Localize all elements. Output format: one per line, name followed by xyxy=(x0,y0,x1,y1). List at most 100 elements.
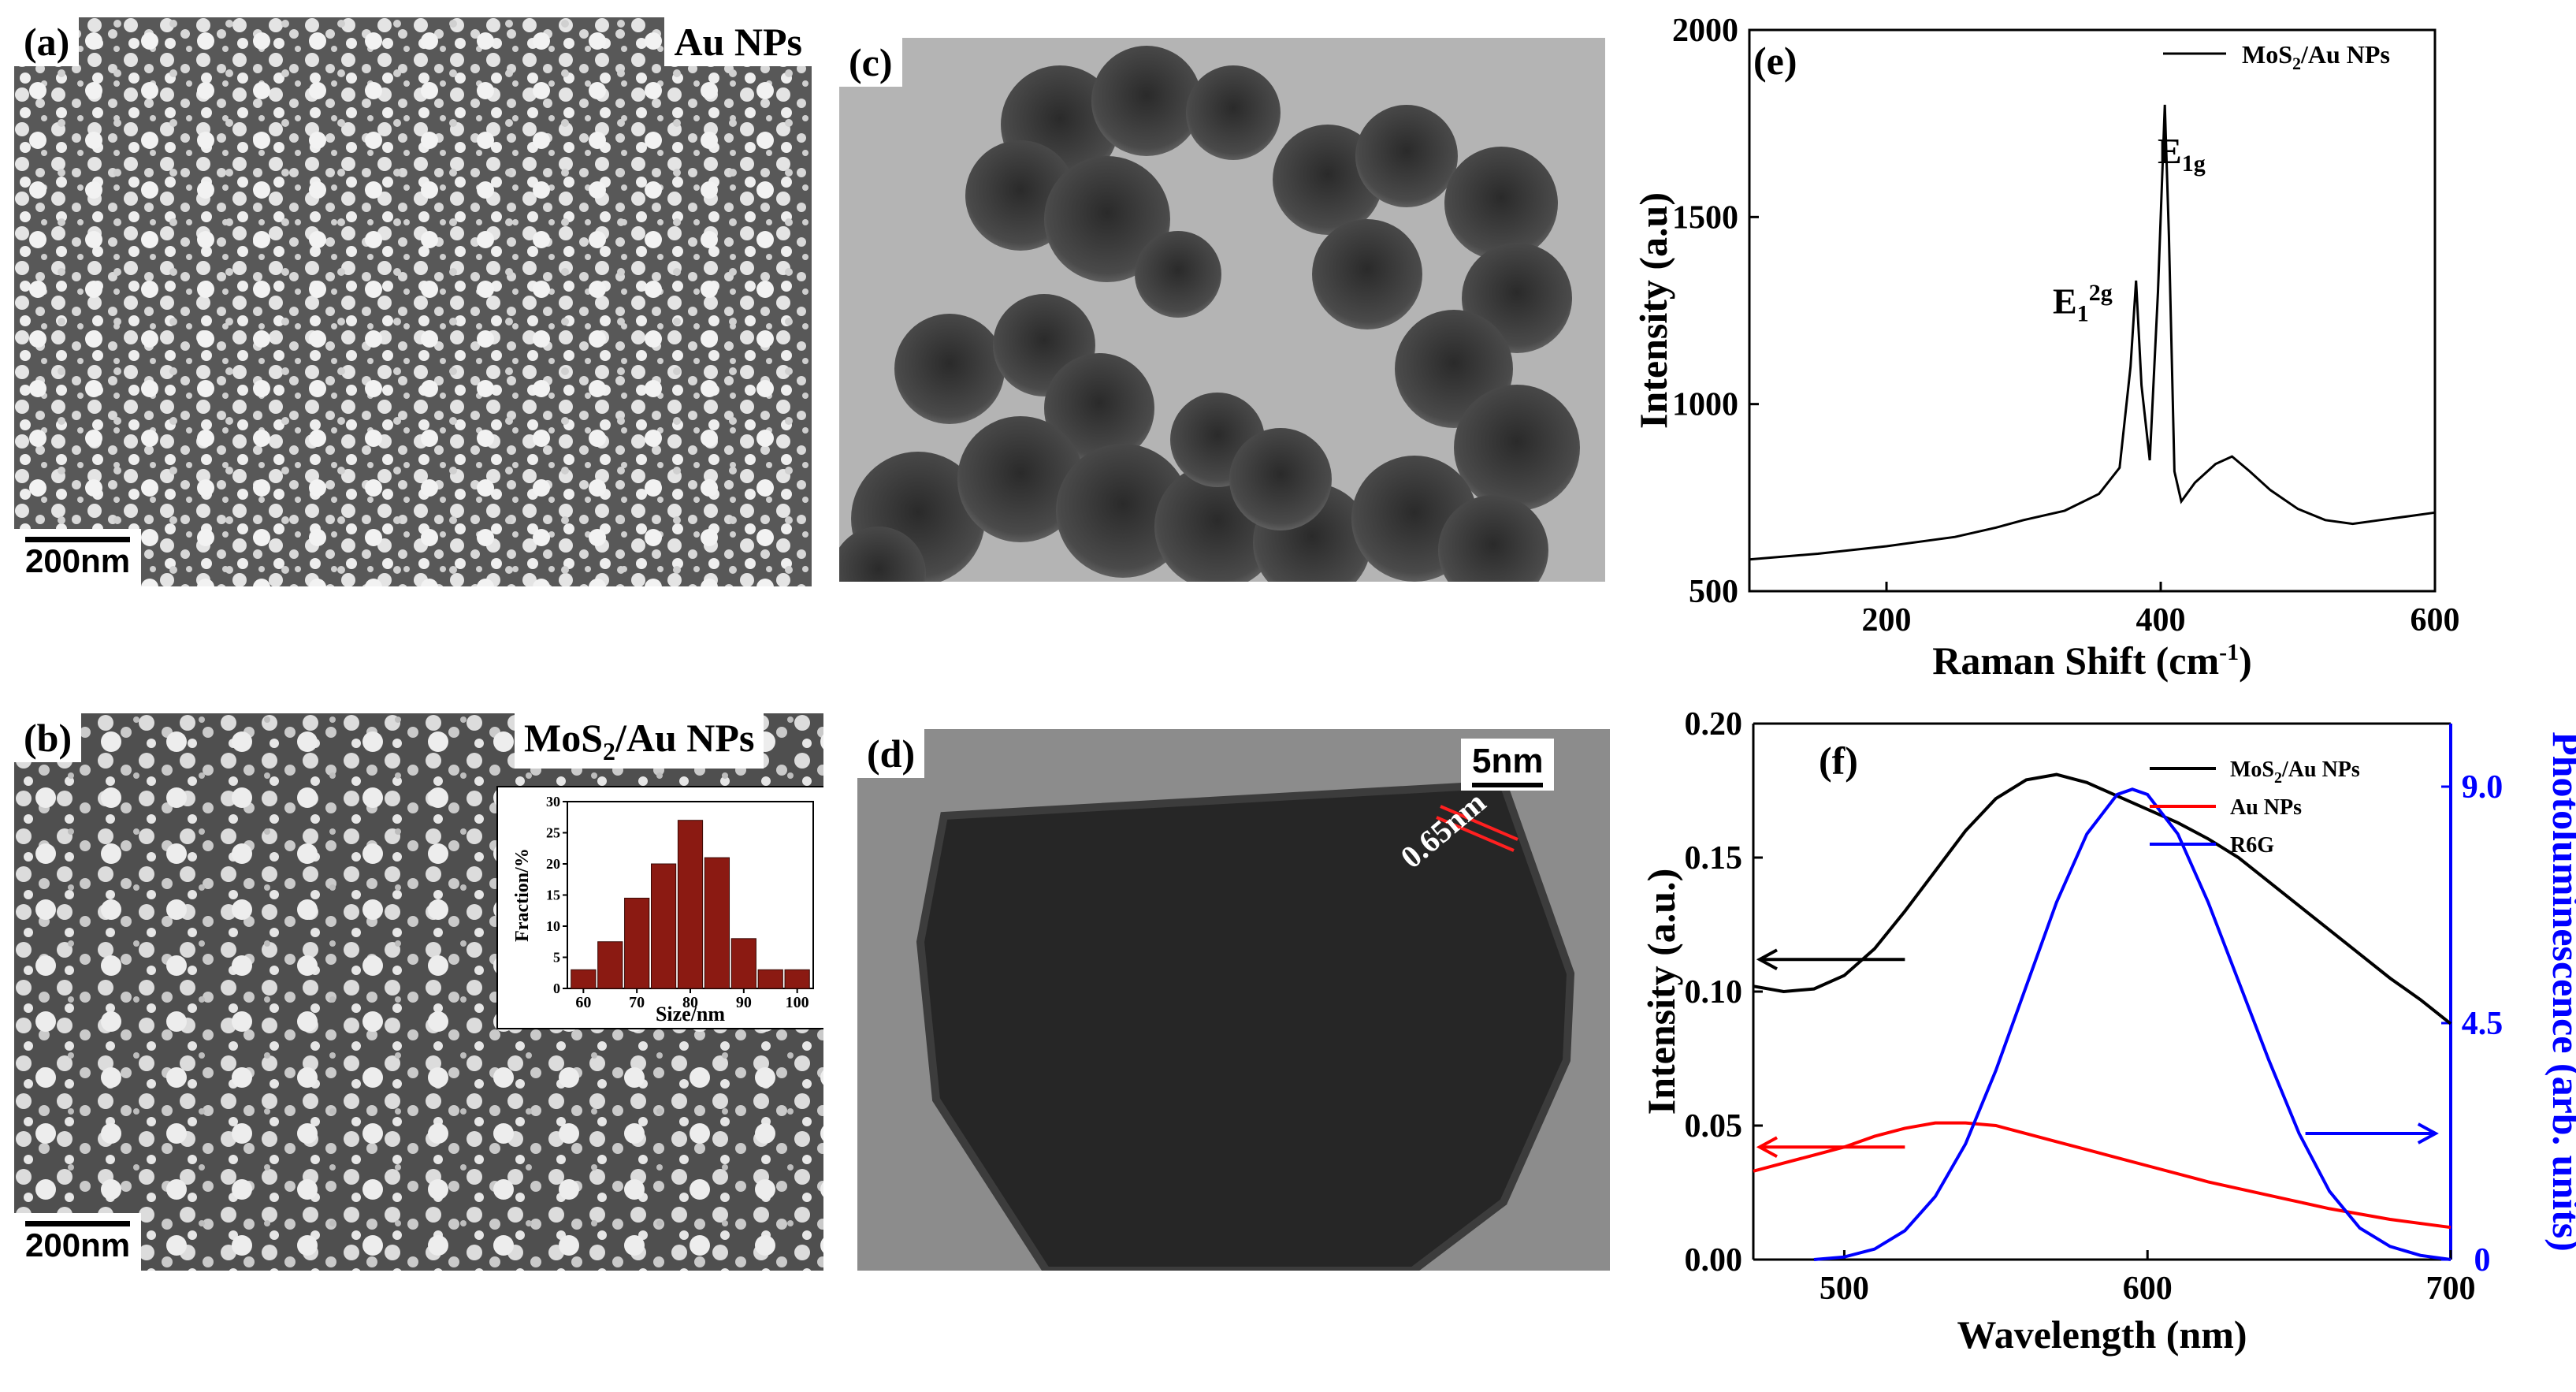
panel-c-label: (c) xyxy=(839,38,902,87)
y-tick-label: 30 xyxy=(546,794,560,810)
x-axis-label: Raman Shift (cm-1) xyxy=(1932,638,2252,683)
lattice-fringe-line xyxy=(1440,805,1518,841)
panel-d-scale-bar: 5nm xyxy=(1461,739,1555,791)
y-tick-label: 2000 xyxy=(1672,13,1738,49)
x-tick-label: 80 xyxy=(682,994,698,1011)
left-y-tick-label: 0.20 xyxy=(1685,706,1743,743)
hrtem-particle xyxy=(916,780,1575,1271)
panel-b-label: (b) xyxy=(14,713,82,762)
x-tick-label: 600 xyxy=(2123,1271,2173,1307)
scale-bar-line xyxy=(25,537,131,542)
panel-f-label: (f) xyxy=(1819,739,1858,783)
au-nps-particle-field xyxy=(14,17,812,586)
peak-label-e1g: E1g xyxy=(2158,130,2206,177)
legend-label: R6G xyxy=(2230,833,2274,858)
x-axis-label: Size/nm xyxy=(656,1003,725,1025)
left-y-tick-label: 0.15 xyxy=(1685,840,1743,877)
panel-e-raman-chart: 200 400 600 500 1000 1500 2000 Raman Shift (cm-… xyxy=(1608,0,2576,686)
x-tick-label: 400 xyxy=(2136,602,2186,638)
scale-bar-line xyxy=(1472,783,1544,787)
y-tick-label: 15 xyxy=(546,888,560,903)
y-tick-label: 10 xyxy=(546,918,560,934)
right-y-axis-label: Photoluminescence (arb. units) xyxy=(2544,731,2576,1252)
panel-b-sem-image: (b) MoS2/Au NPs 60 70 80 90 100 0 5 10 15 20 25 30 S… xyxy=(14,713,823,1271)
axis-arrow-head xyxy=(2417,1122,2439,1144)
legend-label: MoS2/Au NPs xyxy=(2230,757,2360,787)
axis-arrow-head xyxy=(1756,1136,1778,1158)
scale-bar-line xyxy=(25,1221,131,1226)
raman-plot: 200 400 600 500 1000 1500 2000 Raman Shift (cm-… xyxy=(1631,13,2460,683)
x-tick-label: 90 xyxy=(736,994,752,1011)
y-axis-label: Fraction/% xyxy=(512,848,533,942)
right-y-tick-label: 4.5 xyxy=(2462,1006,2504,1042)
peak-sub: 1 xyxy=(2076,300,2089,327)
histogram-bar xyxy=(650,863,677,989)
histogram-bar xyxy=(571,969,597,989)
peak-label-e12g: E12g xyxy=(2053,280,2113,328)
histogram-bar xyxy=(757,969,783,989)
y-tick-label: 25 xyxy=(546,825,560,841)
panel-e-label: (e) xyxy=(1753,39,1797,83)
y-tick-label: 0 xyxy=(553,981,560,996)
left-y-axis-label: Intensity (a.u.) xyxy=(1639,869,1683,1115)
scale-bar-label: 5nm xyxy=(1472,742,1544,780)
panel-b-title: MoS2/Au NPs xyxy=(515,713,764,769)
peak-main: E xyxy=(2053,281,2077,322)
nanoparticle-cluster xyxy=(839,46,1580,582)
peak-sup: 2g xyxy=(2088,280,2113,306)
panel-f-spectra-chart: 500 600 700 0.00 0.05 0.10 0.15 0.20 0 4.5 9.0 MoS2… xyxy=(1608,694,2576,1388)
title-tail: /Au NPs xyxy=(615,716,755,760)
y-tick-label: 5 xyxy=(553,950,560,966)
raman-frame xyxy=(1748,28,2437,593)
histogram-bar xyxy=(597,941,623,989)
x-axis-label: Wavelength (nm) xyxy=(1957,1312,2247,1357)
panel-b-scale-bar: 200nm xyxy=(14,1213,142,1271)
legend-label: MoS2/Au NPs xyxy=(2242,40,2390,73)
scale-bar-label: 200nm xyxy=(25,1226,131,1264)
x-tick-label: 60 xyxy=(575,994,591,1011)
title-main: MoS xyxy=(524,716,603,760)
lattice-fringe-line-2 xyxy=(1436,816,1515,852)
left-y-tick-label: 0.10 xyxy=(1685,974,1743,1011)
axis-arrow-head xyxy=(1756,948,1778,970)
r6g-line xyxy=(1813,787,2451,1261)
y-tick-label: 1500 xyxy=(1672,199,1738,236)
histogram-bar xyxy=(704,857,730,989)
y-tick-label: 1000 xyxy=(1672,387,1738,423)
panel-d-hrtem-image: (d) 5nm 0.65nm xyxy=(857,729,1610,1271)
right-y-tick-label: 9.0 xyxy=(2462,769,2504,806)
left-y-tick-label: 0.05 xyxy=(1685,1108,1743,1144)
x-tick-label: 500 xyxy=(1820,1271,1869,1307)
y-tick-label: 500 xyxy=(1689,574,1738,610)
y-tick-label: 20 xyxy=(546,856,560,872)
histogram-bar xyxy=(677,820,704,989)
histogram-bar xyxy=(730,938,756,989)
title-sub: 2 xyxy=(603,737,615,765)
right-y-tick-label: 0 xyxy=(2474,1242,2491,1278)
spectra-plot: 500 600 700 0.00 0.05 0.10 0.15 0.20 0 4.5 9.0 MoS2… xyxy=(1639,706,2576,1357)
peak-main: E xyxy=(2158,131,2182,171)
x-tick-label: 70 xyxy=(629,994,645,1011)
histogram-plot: 60 70 80 90 100 0 5 10 15 20 25 30 Size/nm Fraction/% xyxy=(512,794,814,1025)
panel-a-title: Au NPs xyxy=(664,17,812,66)
histogram-bar xyxy=(624,897,650,989)
left-y-tick-label: 0.00 xyxy=(1685,1242,1743,1278)
scale-bar-label: 200nm xyxy=(25,542,131,579)
panel-a-sem-image: (a) Au NPs 200nm xyxy=(14,17,812,586)
panel-a-label: (a) xyxy=(14,17,80,66)
panel-a-scale-bar: 200nm xyxy=(14,529,142,586)
peak-sub: 1g xyxy=(2181,151,2206,177)
x-tick-label: 100 xyxy=(786,994,809,1011)
raman-series-line xyxy=(1749,104,2436,561)
histogram-bar xyxy=(784,969,810,989)
mos2-au-nps-line xyxy=(1753,772,2452,1025)
x-tick-label: 600 xyxy=(2411,602,2460,638)
tem-aggregate xyxy=(839,46,1580,582)
size-histogram-inset: 60 70 80 90 100 0 5 10 15 20 25 30 Size/nm Fraction/% xyxy=(496,786,823,1029)
panel-c-tem-image: (c) xyxy=(839,38,1605,582)
legend-label: Au NPs xyxy=(2230,795,2302,820)
x-tick-label: 200 xyxy=(1862,602,1912,638)
y-axis-label: Intensity (a.u) xyxy=(1631,192,1675,429)
faceted-nanoparticle xyxy=(916,780,1575,1271)
panel-d-label: (d) xyxy=(857,729,925,778)
